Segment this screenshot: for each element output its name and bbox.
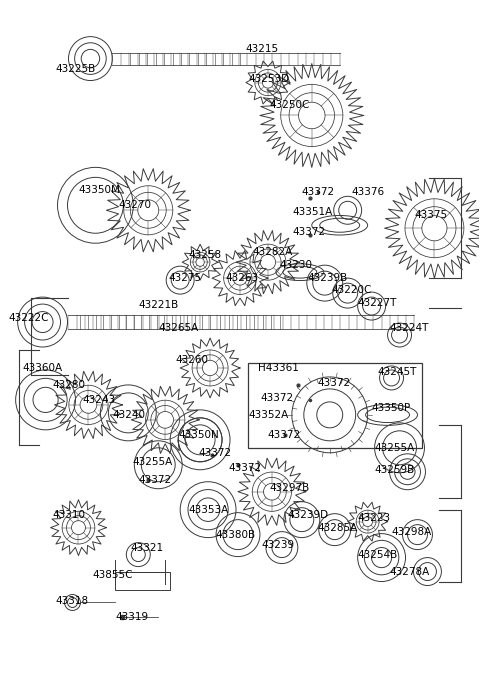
Text: 43372: 43372	[138, 475, 171, 484]
Text: 43353A: 43353A	[188, 505, 228, 515]
Text: 43372: 43372	[260, 393, 293, 403]
Text: 43352A: 43352A	[248, 410, 288, 420]
Text: 43372: 43372	[228, 463, 261, 473]
Text: 43350P: 43350P	[372, 403, 411, 413]
Text: H43361: H43361	[258, 363, 299, 373]
Text: 43310: 43310	[52, 509, 85, 520]
Text: 43255A: 43255A	[374, 443, 415, 453]
Text: 43318: 43318	[56, 596, 89, 607]
Text: 43239D: 43239D	[288, 509, 329, 520]
Text: 43265A: 43265A	[158, 323, 199, 333]
Text: 43239B: 43239B	[308, 273, 348, 283]
Text: 43253D: 43253D	[248, 74, 289, 83]
Text: 43285A: 43285A	[318, 523, 358, 532]
Text: 43376: 43376	[352, 188, 385, 197]
Text: 43223: 43223	[358, 513, 391, 523]
Text: 43220C: 43220C	[332, 285, 372, 295]
Text: 43250C: 43250C	[270, 101, 310, 111]
Text: 43855C: 43855C	[93, 569, 133, 580]
Text: 43263: 43263	[225, 273, 258, 283]
Text: 43239: 43239	[262, 539, 295, 550]
Text: 43321: 43321	[130, 543, 164, 553]
Text: 43215: 43215	[245, 44, 278, 54]
Text: 43254B: 43254B	[358, 550, 398, 559]
Text: 43360A: 43360A	[23, 363, 63, 373]
Text: 43380B: 43380B	[215, 530, 255, 539]
Text: 43275: 43275	[168, 273, 201, 283]
Text: 43221B: 43221B	[138, 300, 179, 310]
Text: 43243: 43243	[83, 395, 116, 405]
Text: 43259B: 43259B	[374, 465, 415, 475]
Text: 43375: 43375	[415, 211, 448, 220]
Text: 43224T: 43224T	[390, 323, 429, 333]
Text: 43227T: 43227T	[358, 298, 397, 308]
Text: 43222C: 43222C	[9, 313, 49, 323]
Text: 43350N: 43350N	[178, 430, 219, 440]
Text: 43372: 43372	[302, 188, 335, 197]
Bar	[115, 571, 170, 589]
Text: 43372: 43372	[318, 378, 351, 388]
Text: 43240: 43240	[112, 410, 145, 420]
Text: 43297B: 43297B	[270, 483, 310, 493]
Text: 43372: 43372	[198, 448, 231, 458]
Text: 43270: 43270	[119, 200, 151, 211]
Text: 43245T: 43245T	[378, 367, 417, 377]
Text: 43230: 43230	[280, 260, 313, 270]
Text: 43319: 43319	[115, 612, 148, 623]
Text: 43258: 43258	[188, 250, 221, 260]
Text: 43282A: 43282A	[252, 247, 292, 257]
Text: 43280: 43280	[52, 380, 85, 390]
Bar	[248, 363, 422, 448]
Text: 43225B: 43225B	[56, 63, 96, 74]
Text: 43278A: 43278A	[390, 566, 430, 577]
Text: 43255A: 43255A	[132, 457, 173, 467]
Text: 43372: 43372	[293, 227, 326, 237]
Text: 43298A: 43298A	[392, 527, 432, 537]
Text: 43372: 43372	[268, 430, 301, 440]
Text: 43351A: 43351A	[293, 207, 333, 218]
Text: 43260: 43260	[175, 355, 208, 365]
Text: 43350M: 43350M	[78, 186, 120, 195]
